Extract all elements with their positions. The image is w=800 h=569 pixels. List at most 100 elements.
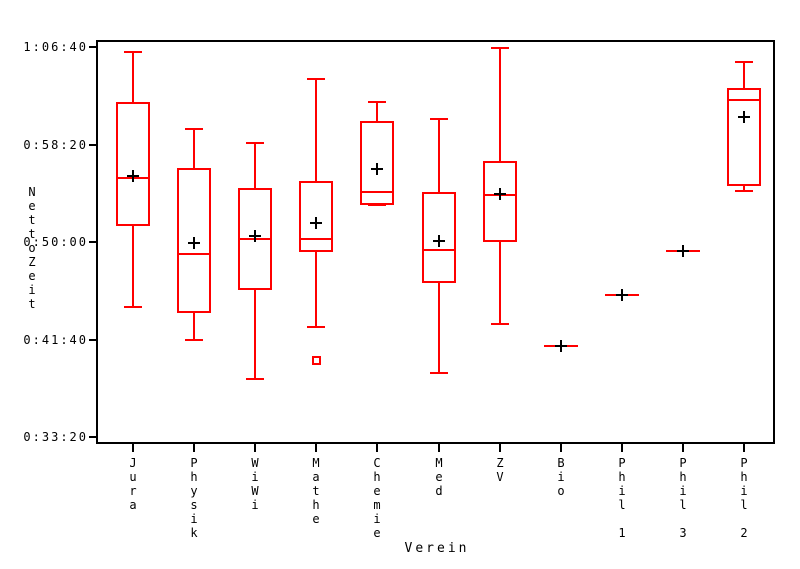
x-tick-label-char: C [373, 456, 381, 470]
x-tick-label-char: h [740, 470, 748, 484]
x-tick-mark [499, 444, 501, 452]
boxplot-med-lower-cap [430, 372, 448, 374]
x-tick-label-char: P [679, 456, 687, 470]
y-axis-title-char: t [28, 227, 36, 241]
boxplot-bio-mean-plus-icon [560, 340, 562, 352]
x-tick-label-char: M [312, 456, 320, 470]
boxplot-phil-1-mean-plus-icon [621, 289, 623, 301]
x-axis-title: Verein [404, 541, 470, 556]
boxplot-wiwi-mean-plus-icon [254, 230, 256, 242]
boxplot-chemie-upper-whisker [376, 102, 378, 121]
x-tick-label-char: i [618, 484, 626, 498]
boxplot-jura-box [116, 102, 150, 226]
x-tick-label-char: 1 [618, 526, 626, 540]
boxplot-zv-lower-cap [491, 323, 509, 325]
x-tick-mark [315, 444, 317, 452]
boxplot-physik-box [177, 168, 211, 313]
x-tick-label-char: o [557, 484, 565, 498]
x-tick-label-char: P [740, 456, 748, 470]
x-tick-label-char: h [312, 498, 320, 512]
x-tick-label-char [675, 512, 691, 526]
y-axis-title-char: e [28, 199, 36, 213]
boxplot-jura-upper-cap [124, 51, 142, 53]
x-tick-label-char: i [679, 484, 687, 498]
boxplot-med-mean-plus-icon [438, 235, 440, 247]
x-tick-mark [132, 444, 134, 452]
y-axis-title-char: N [28, 185, 36, 199]
boxplot-wiwi-lower-whisker [254, 290, 256, 379]
boxplot-med-upper-cap [430, 118, 448, 120]
boxplot-physik-median [177, 253, 211, 255]
boxplot-chemie-mean-plus-icon [376, 163, 378, 175]
boxplot-phil-2-mean-plus-icon [743, 111, 745, 123]
x-tick-label-char: Z [496, 456, 504, 470]
x-tick-label-char: l [740, 498, 748, 512]
boxplot-physik-mean-plus-icon [193, 237, 195, 249]
x-tick-mark [376, 444, 378, 452]
y-tick-mark [89, 46, 97, 48]
x-tick-label-char: V [496, 470, 504, 484]
x-tick-mark [254, 444, 256, 452]
x-tick-mark [621, 444, 623, 452]
x-tick-label-char: m [373, 498, 381, 512]
boxplot-physik-upper-whisker [193, 129, 195, 168]
boxplot-mathe-box [299, 181, 333, 252]
x-tick-label-char: i [373, 512, 381, 526]
x-tick-label-char: h [190, 470, 198, 484]
y-tick-mark [89, 144, 97, 146]
boxplot-zv-upper-whisker [499, 48, 501, 161]
x-tick-label-char: i [251, 470, 259, 484]
x-tick-label-char: 2 [740, 526, 748, 540]
boxplot-physik-lower-whisker [193, 313, 195, 340]
y-tick-label: 0:33:20 [23, 430, 88, 444]
x-tick-label-char: 3 [679, 526, 687, 540]
x-tick-label-char: i [190, 512, 198, 526]
boxplot-zv-box [483, 161, 517, 242]
x-tick-label-char: e [373, 526, 381, 540]
x-tick-label-char: P [618, 456, 626, 470]
y-tick-label: 0:58:20 [23, 138, 88, 152]
boxplot-phil-2-lower-cap [735, 190, 753, 192]
boxplot-mathe-lower-whisker [315, 252, 317, 327]
boxplot-phil-3-mean-plus-icon [682, 245, 684, 257]
x-tick-label-char: t [312, 484, 320, 498]
x-tick-label-char: r [129, 484, 137, 498]
boxplot-phil-2-lower-whisker [743, 186, 745, 191]
y-tick-label: 0:41:40 [23, 333, 88, 347]
x-tick-mark [743, 444, 745, 452]
boxplot-chemie-median [360, 191, 394, 193]
y-tick-label: 1:06:40 [23, 40, 88, 54]
boxplot-chemie-lower-cap [368, 204, 386, 206]
x-tick-label-char: J [129, 456, 137, 470]
x-tick-label-char: l [618, 498, 626, 512]
x-tick-label-char: e [373, 484, 381, 498]
boxplot-wiwi-upper-cap [246, 142, 264, 144]
x-tick-label-char: u [129, 470, 137, 484]
boxplot-mathe-upper-cap [307, 78, 325, 80]
x-tick-label-char: W [251, 456, 259, 470]
y-axis-title-char: Z [28, 255, 36, 269]
boxplot-physik-upper-cap [185, 128, 203, 130]
boxplot-mathe-outlier-square-icon [312, 356, 321, 365]
boxplot-jura-upper-whisker [132, 52, 134, 102]
x-tick-mark [560, 444, 562, 452]
x-tick-label-char [736, 512, 752, 526]
y-axis-title-char: t [28, 213, 36, 227]
x-tick-mark [438, 444, 440, 452]
x-tick-label-char: e [435, 470, 443, 484]
x-tick-label-char: i [557, 470, 565, 484]
y-axis-title-char: e [28, 269, 36, 283]
x-tick-label-char: W [251, 484, 259, 498]
x-tick-label-char: a [312, 470, 320, 484]
x-tick-label-char: i [740, 484, 748, 498]
boxplot-chemie-box [360, 121, 394, 205]
